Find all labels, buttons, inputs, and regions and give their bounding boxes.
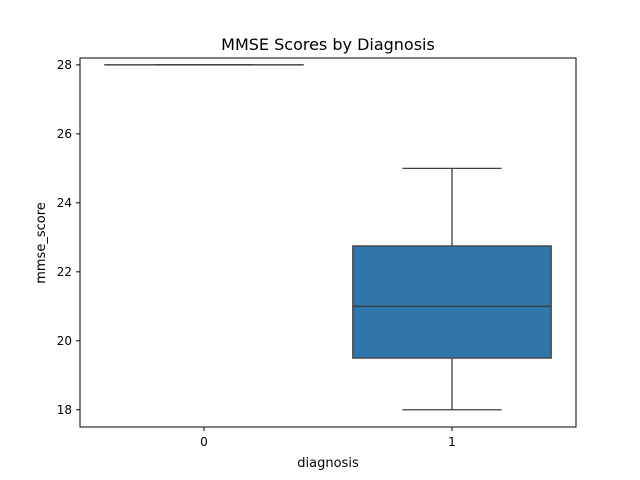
plot-area (104, 64, 552, 411)
y-tick-label: 24 (57, 196, 72, 210)
y-tick-label: 26 (57, 127, 72, 141)
y-tick-label: 22 (57, 265, 72, 279)
x-tick-label: 1 (448, 435, 456, 449)
y-axis-label: mmse_score (34, 202, 49, 284)
y-axis: 18 20 22 24 26 28 (57, 58, 80, 417)
chart-title: MMSE Scores by Diagnosis (221, 35, 435, 54)
y-tick-label: 18 (57, 403, 72, 417)
box-group-1 (352, 167, 552, 411)
x-tick-label: 0 (200, 435, 208, 449)
y-tick-label: 28 (57, 58, 72, 72)
y-tick-label: 20 (57, 334, 72, 348)
box-iqr (352, 245, 552, 359)
x-axis-label: diagnosis (297, 456, 359, 471)
axes-frame (79, 57, 577, 428)
